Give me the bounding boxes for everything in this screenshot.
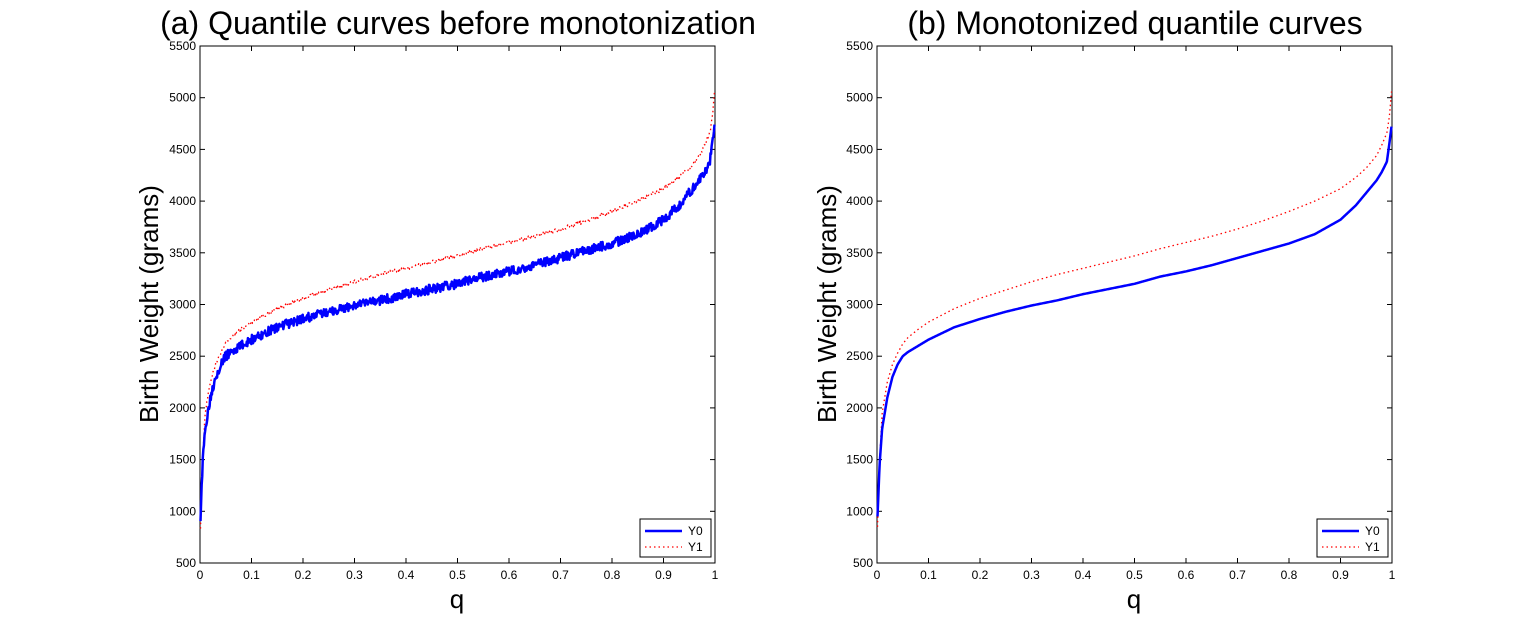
legend: Y0 Y1 bbox=[1316, 518, 1389, 558]
y-tick-label: 2000 bbox=[169, 401, 196, 415]
x-tick-label: 0.4 bbox=[1075, 568, 1092, 582]
y-tick-label: 500 bbox=[853, 556, 873, 570]
series-line-y1 bbox=[199, 90, 716, 529]
chart-title: (a) Quantile curves before monotonizatio… bbox=[160, 5, 756, 41]
y-tick-label: 5000 bbox=[846, 91, 873, 105]
y-axis: 500 1000 1500 2000 2500 3000 3500 4000 4500 5000 5… bbox=[846, 39, 1392, 570]
y-tick-label: 5000 bbox=[169, 91, 196, 105]
y-tick-label: 4000 bbox=[169, 194, 196, 208]
x-tick-label: 0.1 bbox=[920, 568, 937, 582]
y-tick-label: 5500 bbox=[846, 39, 873, 53]
chart-panel-a: (a) Quantile curves before monotonizatio… bbox=[134, 5, 756, 614]
x-tick-label: 0.7 bbox=[552, 568, 569, 582]
series-layer bbox=[876, 91, 1393, 527]
legend-label-y1: Y1 bbox=[688, 540, 703, 554]
series-line-y0 bbox=[199, 124, 716, 522]
y-tick-label: 3500 bbox=[169, 246, 196, 260]
legend: Y0 Y1 bbox=[639, 518, 712, 558]
x-tick-label: 1 bbox=[712, 568, 719, 582]
x-tick-label: 0.9 bbox=[655, 568, 672, 582]
y-tick-label: 1000 bbox=[169, 504, 196, 518]
y-tick-label: 2500 bbox=[169, 349, 196, 363]
legend-box bbox=[639, 518, 712, 558]
x-tick-label: 0.7 bbox=[1229, 568, 1246, 582]
y-tick-label: 3500 bbox=[846, 246, 873, 260]
chart-panel-b: (b) Monotonized quantile curves 0 0.1 0.2 0… bbox=[812, 5, 1396, 614]
x-tick-label: 0.4 bbox=[398, 568, 415, 582]
y-tick-label: 1000 bbox=[846, 504, 873, 518]
plot-area bbox=[199, 45, 716, 564]
y-tick-label: 5500 bbox=[169, 39, 196, 53]
series-layer bbox=[199, 90, 716, 529]
y-axis: 500 1000 1500 2000 2500 3000 3500 4000 4500 5000 5… bbox=[169, 39, 715, 570]
y-tick-label: 4500 bbox=[846, 142, 873, 156]
x-tick-label: 0.8 bbox=[1281, 568, 1298, 582]
x-tick-label: 0.1 bbox=[243, 568, 260, 582]
series-line-y0 bbox=[876, 126, 1393, 517]
x-axis-label: q bbox=[1127, 584, 1141, 614]
y-axis-label: Birth Weight (grams) bbox=[812, 185, 842, 423]
y-tick-label: 3000 bbox=[846, 298, 873, 312]
x-tick-label: 0.3 bbox=[346, 568, 363, 582]
legend-label-y1: Y1 bbox=[1365, 540, 1380, 554]
x-tick-label: 1 bbox=[1389, 568, 1396, 582]
x-axis: 0 0.1 0.2 0.3 0.4 0.5 0.6 0.7 0.8 0.9 1 bbox=[197, 46, 719, 582]
x-axis: 0 0.1 0.2 0.3 0.4 0.5 0.6 0.7 0.8 0.9 1 bbox=[874, 46, 1396, 582]
y-tick-label: 3000 bbox=[169, 298, 196, 312]
x-tick-label: 0.3 bbox=[1023, 568, 1040, 582]
x-tick-label: 0 bbox=[874, 568, 881, 582]
y-tick-label: 4000 bbox=[846, 194, 873, 208]
y-axis-label: Birth Weight (grams) bbox=[134, 185, 164, 423]
legend-box bbox=[1316, 518, 1389, 558]
x-tick-label: 0.9 bbox=[1332, 568, 1349, 582]
y-tick-label: 1500 bbox=[169, 453, 196, 467]
x-tick-label: 0.5 bbox=[449, 568, 466, 582]
y-tick-label: 4500 bbox=[169, 142, 196, 156]
y-tick-label: 2500 bbox=[846, 349, 873, 363]
series-line-y1 bbox=[876, 91, 1393, 527]
x-tick-label: 0.2 bbox=[972, 568, 989, 582]
x-tick-label: 0.6 bbox=[501, 568, 518, 582]
legend-label-y0: Y0 bbox=[1365, 524, 1380, 538]
plot-area bbox=[876, 45, 1393, 564]
x-tick-label: 0.6 bbox=[1178, 568, 1195, 582]
x-tick-label: 0.2 bbox=[295, 568, 312, 582]
x-tick-label: 0.5 bbox=[1126, 568, 1143, 582]
x-axis-label: q bbox=[450, 584, 464, 614]
y-tick-label: 500 bbox=[176, 556, 196, 570]
x-tick-label: 0 bbox=[197, 568, 204, 582]
y-tick-label: 2000 bbox=[846, 401, 873, 415]
chart-title: (b) Monotonized quantile curves bbox=[907, 5, 1362, 41]
y-tick-label: 1500 bbox=[846, 453, 873, 467]
legend-label-y0: Y0 bbox=[688, 524, 703, 538]
x-tick-label: 0.8 bbox=[604, 568, 621, 582]
